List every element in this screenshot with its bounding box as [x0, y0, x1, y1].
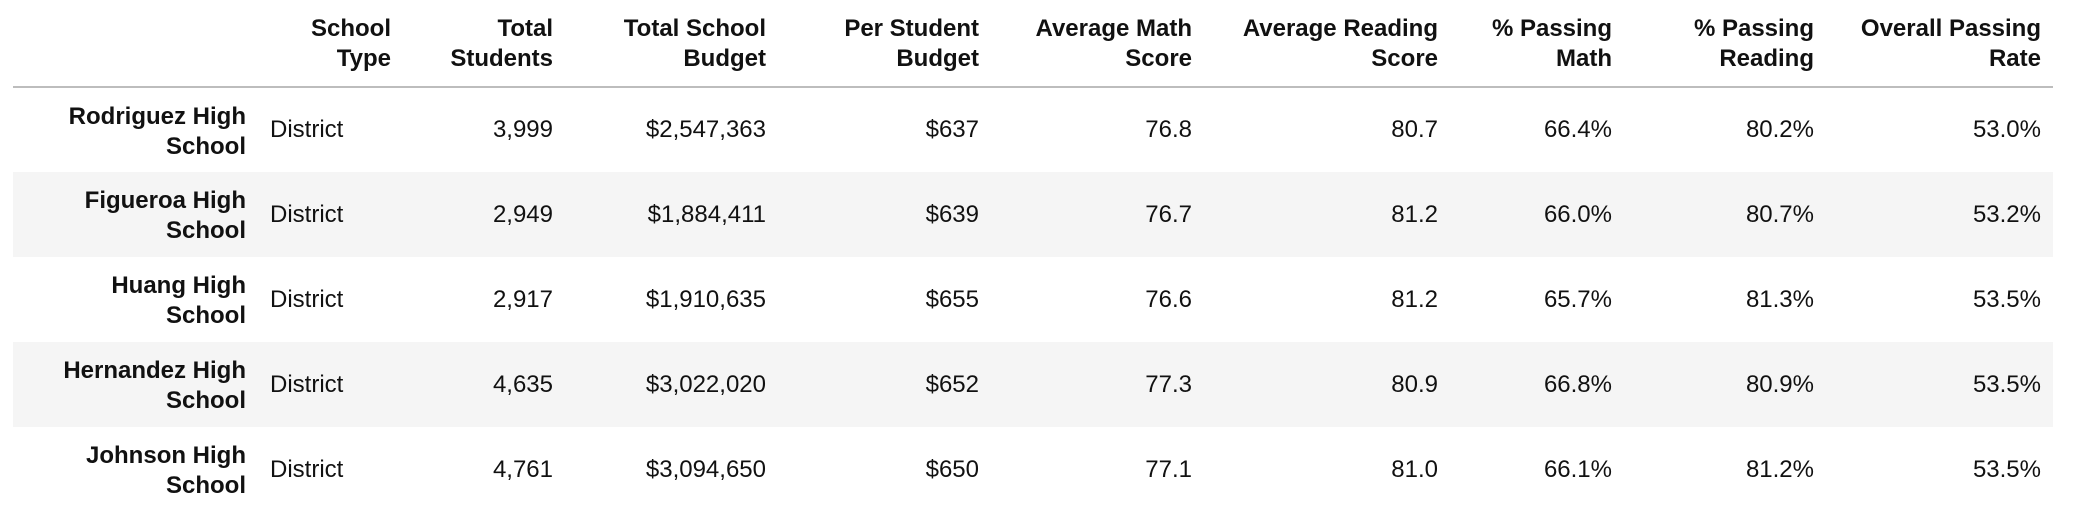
table-row: Johnson High School District 4,761 $3,09… — [13, 427, 2053, 512]
cell-total-students: 4,761 — [492, 455, 553, 483]
cell-school-type: District — [270, 455, 344, 483]
row-label-school: Figueroa High School — [84, 187, 246, 244]
cell-school-type: District — [270, 370, 344, 398]
cell-average-reading-score: 80.9 — [1391, 370, 1438, 398]
column-header-passing-math: % Passing Math — [1450, 0, 1624, 88]
table-row: Figueroa High School District 2,949 $1,8… — [13, 172, 2053, 257]
cell-per-student-budget: $650 — [925, 455, 979, 483]
row-label-school: Hernandez High School — [63, 357, 246, 414]
cell-passing-math: 66.0% — [1543, 200, 1612, 228]
column-header-passing-reading: % Passing Reading — [1624, 0, 1826, 88]
cell-total-school-budget: $3,022,020 — [645, 370, 766, 398]
cell-average-reading-score: 81.2 — [1391, 200, 1438, 228]
row-label-school: Huang High School — [111, 272, 246, 329]
cell-average-math-score: 76.6 — [1145, 285, 1192, 313]
column-header-overall-passing-rate: Overall Passing Rate — [1826, 0, 2053, 88]
cell-average-math-score: 77.1 — [1145, 455, 1192, 483]
cell-total-students: 3,999 — [492, 116, 553, 143]
cell-school-type: District — [270, 116, 344, 143]
column-header-per-student-budget: Per Student Budget — [778, 0, 991, 88]
cell-school-type: District — [270, 200, 344, 228]
table-row: Rodriguez High School District 3,999 $2,… — [13, 87, 2053, 172]
cell-average-reading-score: 81.2 — [1391, 285, 1438, 313]
header-row: School Type Total Students Total School … — [13, 0, 2053, 88]
column-header-average-math-score: Average Math Score — [991, 0, 1204, 88]
cell-total-students: 2,949 — [492, 200, 553, 228]
cell-overall-passing-rate: 53.5% — [1972, 455, 2041, 483]
cell-total-school-budget: $1,910,635 — [645, 285, 766, 313]
table-row: Hernandez High School District 4,635 $3,… — [13, 342, 2053, 427]
cell-passing-reading: 81.3% — [1745, 285, 1814, 313]
cell-passing-math: 66.1% — [1543, 455, 1612, 483]
row-label-school: Johnson High School — [86, 442, 246, 499]
cell-overall-passing-rate: 53.5% — [1972, 285, 2041, 313]
cell-per-student-budget: $655 — [925, 285, 979, 313]
cell-total-school-budget: $3,094,650 — [645, 455, 766, 483]
cell-total-students: 2,917 — [492, 285, 553, 313]
cell-school-type: District — [270, 285, 344, 313]
column-header-total-students: Total Students — [403, 0, 565, 88]
cell-per-student-budget: $637 — [925, 116, 979, 143]
cell-total-students: 4,635 — [492, 370, 553, 398]
column-header-school-type: School Type — [258, 0, 403, 88]
cell-average-math-score: 77.3 — [1145, 370, 1192, 398]
cell-passing-reading: 80.2% — [1745, 116, 1814, 143]
column-header-total-school-budget: Total School Budget — [565, 0, 778, 88]
index-header — [13, 0, 258, 88]
cell-average-math-score: 76.7 — [1145, 200, 1192, 228]
cell-passing-math: 66.8% — [1543, 370, 1612, 398]
row-label-school: Rodriguez High School — [68, 102, 246, 160]
column-header-average-reading-score: Average Reading Score — [1204, 0, 1450, 88]
cell-overall-passing-rate: 53.2% — [1972, 200, 2041, 228]
cell-passing-reading: 81.2% — [1745, 455, 1814, 483]
cell-per-student-budget: $639 — [925, 200, 979, 228]
cell-overall-passing-rate: 53.5% — [1972, 370, 2041, 398]
cell-per-student-budget: $652 — [925, 370, 979, 398]
cell-passing-reading: 80.9% — [1745, 370, 1814, 398]
cell-average-reading-score: 80.7 — [1391, 116, 1438, 143]
school-summary-table: School Type Total Students Total School … — [13, 0, 2053, 512]
cell-overall-passing-rate: 53.0% — [1972, 116, 2041, 143]
cell-average-reading-score: 81.0 — [1391, 455, 1438, 483]
cell-total-school-budget: $1,884,411 — [647, 200, 766, 228]
cell-passing-math: 66.4% — [1543, 116, 1612, 143]
dataframe-container: School Type Total Students Total School … — [13, 0, 2053, 512]
cell-passing-math: 65.7% — [1543, 285, 1612, 313]
cell-passing-reading: 80.7% — [1745, 200, 1814, 228]
cell-average-math-score: 76.8 — [1145, 116, 1192, 143]
cell-total-school-budget: $2,547,363 — [645, 116, 766, 143]
table-row: Huang High School District 2,917 $1,910,… — [13, 257, 2053, 342]
